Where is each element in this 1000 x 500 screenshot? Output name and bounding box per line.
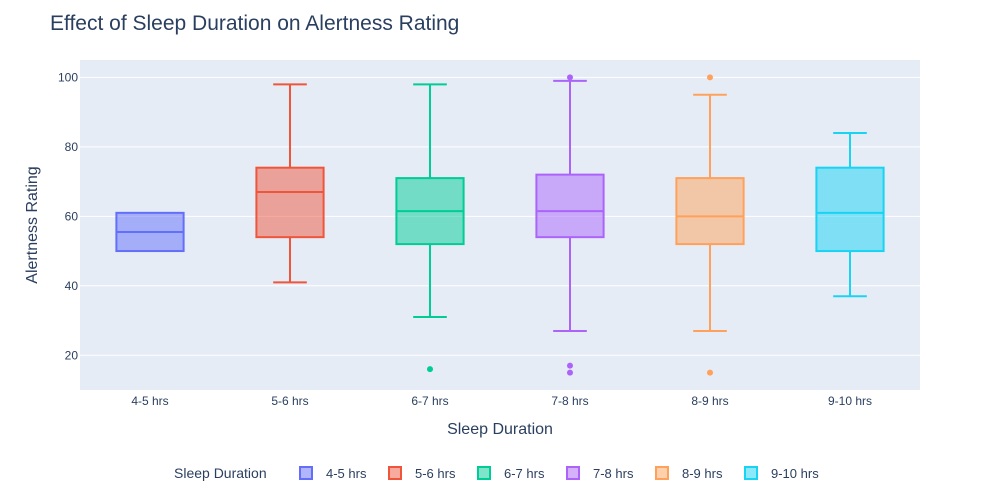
legend-item-9-10 hrs[interactable]: 9-10 hrs xyxy=(744,466,819,481)
box-5-6 hrs[interactable] xyxy=(255,83,325,284)
legend-item-4-5 hrs[interactable]: 4-5 hrs xyxy=(299,466,367,481)
legend-item-6-7 hrs[interactable]: 6-7 hrs xyxy=(477,466,545,481)
x-tick-label: 4-5 hrs xyxy=(131,394,168,408)
legend-title: Sleep Duration xyxy=(174,465,267,481)
legend-item-8-9 hrs[interactable]: 8-9 hrs xyxy=(655,466,723,481)
box-iqr xyxy=(815,166,885,253)
y-gridlines xyxy=(80,76,920,356)
box-6-7 hrs[interactable] xyxy=(395,83,465,373)
x-axis-ticks: 4-5 hrs 5-6 hrs 6-7 hrs 7-8 hrs 8-9 hrs 9-10 … xyxy=(131,394,872,408)
x-tick-label: 6-7 hrs xyxy=(411,394,448,408)
y-tick-label: 20 xyxy=(65,348,79,362)
box-iqr xyxy=(535,173,605,239)
legend-swatch xyxy=(388,466,402,480)
x-tick-label: 9-10 hrs xyxy=(828,394,872,408)
legend-label: 7-8 hrs xyxy=(593,466,634,481)
legend-label: 4-5 hrs xyxy=(326,466,367,481)
legend-swatch xyxy=(744,466,758,480)
y-tick-label: 40 xyxy=(65,279,79,293)
x-tick-label: 5-6 hrs xyxy=(271,394,308,408)
x-axis-title: Sleep Duration xyxy=(447,421,553,438)
box-8-9 hrs[interactable] xyxy=(675,74,745,376)
legend-swatch xyxy=(299,466,313,480)
x-tick-label: 8-9 hrs xyxy=(691,394,728,408)
box-series xyxy=(115,74,885,376)
legend-swatch xyxy=(566,466,580,480)
box-9-10 hrs[interactable] xyxy=(815,131,885,298)
legend-label: 6-7 hrs xyxy=(504,466,545,481)
outlier-point xyxy=(707,74,713,81)
legend-item-7-8 hrs[interactable]: 7-8 hrs xyxy=(566,466,634,481)
box-iqr xyxy=(675,177,745,246)
outlier-point xyxy=(567,74,573,81)
legend-swatch xyxy=(655,466,669,480)
box-7-8 hrs[interactable] xyxy=(535,74,605,376)
y-axis-title: Alertness Rating xyxy=(24,166,41,283)
y-tick-label: 80 xyxy=(65,140,79,154)
legend-label: 9-10 hrs xyxy=(771,466,819,481)
outlier-point xyxy=(567,369,573,376)
legend[interactable]: 4-5 hrs 5-6 hrs 6-7 hrs 7-8 hrs 8-9 hrs 9-10 … xyxy=(299,466,819,481)
outlier-point xyxy=(567,362,573,369)
chart-title: Effect of Sleep Duration on Alertness Ra… xyxy=(50,12,459,35)
legend-label: 5-6 hrs xyxy=(415,466,456,481)
outlier-point xyxy=(707,369,713,376)
legend-swatch xyxy=(477,466,491,480)
legend-item-5-6 hrs[interactable]: 5-6 hrs xyxy=(388,466,456,481)
legend-label: 8-9 hrs xyxy=(682,466,723,481)
x-tick-label: 7-8 hrs xyxy=(551,394,588,408)
outlier-point xyxy=(427,366,433,373)
y-tick-label: 60 xyxy=(65,209,79,223)
y-tick-label: 100 xyxy=(58,70,78,84)
y-axis-ticks: 20 40 60 80 100 xyxy=(58,70,78,362)
box-4-5 hrs[interactable] xyxy=(115,211,185,253)
plot-area xyxy=(80,60,920,390)
box-iqr xyxy=(255,166,325,239)
